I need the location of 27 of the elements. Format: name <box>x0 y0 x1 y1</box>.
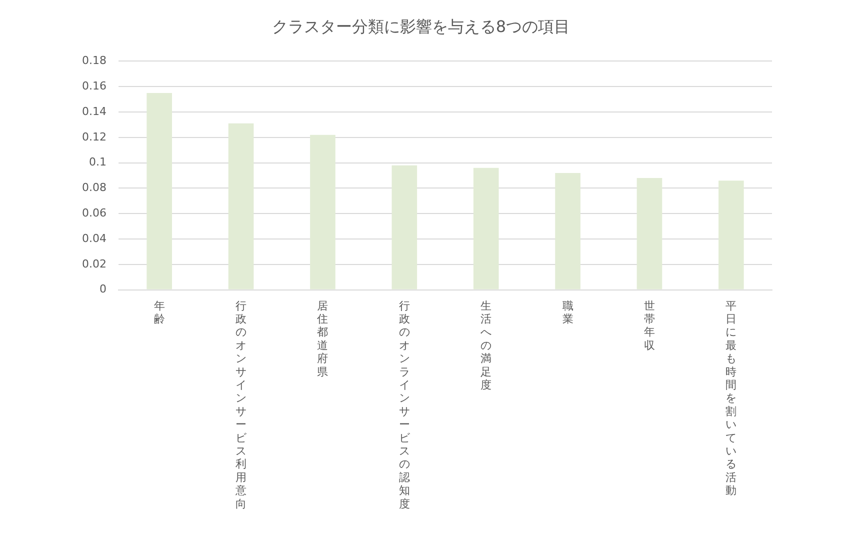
bar <box>392 165 418 290</box>
bar <box>555 172 580 290</box>
bar <box>146 92 172 290</box>
y-tick-label: 0.06 <box>82 206 106 220</box>
bar <box>228 123 254 290</box>
y-tick-label: 0.12 <box>82 130 106 144</box>
y-tick-label: 0.1 <box>88 156 106 169</box>
y-tick-label: 0.04 <box>82 232 106 245</box>
y-tick-label: 0.18 <box>82 54 106 68</box>
y-tick-label: 0.16 <box>82 79 106 92</box>
y-tick-label: 0.02 <box>82 257 106 270</box>
x-tick-label: 年齢 <box>154 299 165 326</box>
bar <box>310 134 336 290</box>
x-tick-label: 職業 <box>562 299 574 326</box>
y-tick-label: 0.14 <box>82 104 106 118</box>
x-tick-label: 生活への満足度 <box>480 299 492 392</box>
category-label: 平日に最も時間を割いている活動 <box>726 299 737 498</box>
y-tick-label: 0 <box>99 282 106 296</box>
y-tick-label: 0.08 <box>82 181 106 194</box>
chart-title: クラスター分類に影響を与える8つの項目 <box>272 16 570 36</box>
bar <box>636 178 662 290</box>
x-tick-label: 居住都道府県 <box>317 299 328 378</box>
x-tick-label: 世帯年収 <box>644 299 655 352</box>
category-label: 行政のオンラインサービスの認知度 <box>398 299 410 510</box>
category-label: 行政のオンサインサービス利用意向 <box>236 299 247 510</box>
bar <box>473 168 499 290</box>
bar <box>718 180 744 290</box>
